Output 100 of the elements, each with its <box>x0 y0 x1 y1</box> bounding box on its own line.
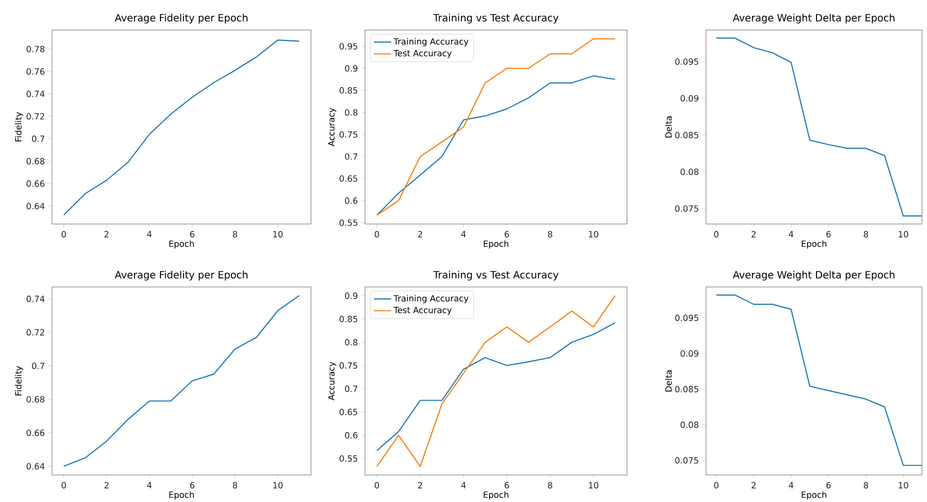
x-tick-label: 6 <box>826 231 831 238</box>
y-tick-label: 0.085 <box>675 386 698 392</box>
y-tick-label: 0.66 <box>26 430 44 436</box>
line-series <box>63 294 300 467</box>
y-tick-label: 0.7 <box>345 153 358 160</box>
y-tick-label: 0.95 <box>340 43 358 50</box>
chart-title: Average Weight Delta per Epoch <box>732 270 894 280</box>
legend-label: Test Accuracy <box>394 50 452 58</box>
y-tick-label: 0.08 <box>680 168 698 176</box>
x-tick-label: 10 <box>273 231 283 238</box>
x-tick-label: 8 <box>864 231 868 238</box>
x-tick-label: 8 <box>864 482 868 488</box>
y-tick-label: 0.075 <box>675 205 698 212</box>
y-tick-label: 0.72 <box>26 113 44 120</box>
chart-title: Average Fidelity per Epoch <box>114 270 248 280</box>
y-axis-title: Accuracy <box>328 362 336 400</box>
y-tick-label: 0.75 <box>340 362 358 369</box>
x-tick-label: 2 <box>752 231 756 238</box>
chart-title: Training vs Test Accuracy <box>433 14 558 24</box>
legend-label: Training Accuracy <box>394 38 468 46</box>
x-tick-label: 4 <box>461 231 466 238</box>
y-axis-title: Delta <box>665 116 672 138</box>
y-axis-title: Fidelity <box>14 366 24 396</box>
legend-label: Test Accuracy <box>394 306 452 315</box>
x-tick-label: 2 <box>104 231 108 238</box>
y-tick-label: 0.7 <box>32 362 44 370</box>
y-tick-label: 0.78 <box>26 46 44 52</box>
line-series <box>376 322 616 452</box>
y-tick-label: 0.6 <box>345 432 358 438</box>
x-tick-label: 10 <box>588 482 598 488</box>
y-tick-label: 0.9 <box>345 65 358 72</box>
x-tick-label: 0 <box>62 482 66 488</box>
line-series <box>63 40 300 216</box>
chart-title: Average Fidelity per Epoch <box>114 14 248 24</box>
x-tick-label: 0 <box>62 231 66 238</box>
x-axis-title: Epoch <box>484 240 508 249</box>
y-tick-label: 0.85 <box>340 316 358 322</box>
line-series <box>376 295 616 467</box>
x-tick-label: 2 <box>418 482 422 488</box>
y-tick-label: 0.8 <box>345 339 358 346</box>
x-tick-label: 4 <box>147 482 152 488</box>
x-tick-label: 10 <box>588 231 598 238</box>
y-tick-label: 0.55 <box>340 219 358 226</box>
x-tick-label: 2 <box>104 482 108 488</box>
y-tick-label: 0.75 <box>340 131 358 138</box>
x-tick-label: 4 <box>147 231 152 238</box>
y-tick-label: 0.8 <box>345 109 358 116</box>
x-tick-label: 0 <box>374 231 380 238</box>
y-tick-label: 0.7 <box>32 136 44 142</box>
y-tick-label: 0.09 <box>680 350 698 357</box>
line-series <box>716 294 922 466</box>
x-axis-title: Epoch <box>169 491 194 500</box>
x-tick-label: 0 <box>374 482 380 488</box>
y-axis-title: Delta <box>665 370 672 392</box>
x-tick-label: 2 <box>418 231 422 238</box>
y-tick-label: 0.68 <box>26 158 44 164</box>
x-tick-label: 6 <box>190 231 194 238</box>
y-tick-label: 0.72 <box>26 329 44 336</box>
x-tick-label: 10 <box>898 482 908 488</box>
chart-title: Training vs Test Accuracy <box>433 270 558 280</box>
x-tick-label: 10 <box>273 482 283 488</box>
y-tick-label: 0.08 <box>680 422 698 428</box>
y-tick-label: 0.74 <box>26 90 44 98</box>
y-tick-label: 0.6 <box>345 197 358 204</box>
x-tick-label: 4 <box>788 482 794 488</box>
x-tick-label: 0 <box>714 231 718 238</box>
x-tick-label: 4 <box>788 231 794 238</box>
y-tick-label: 0.74 <box>26 296 44 302</box>
y-tick-label: 0.85 <box>340 87 358 94</box>
x-tick-label: 8 <box>548 231 552 238</box>
y-tick-label: 0.095 <box>675 314 698 322</box>
y-tick-label: 0.085 <box>675 132 698 138</box>
y-tick-label: 0.64 <box>26 463 44 470</box>
x-tick-label: 6 <box>190 482 194 488</box>
chart-title: Average Weight Delta per Epoch <box>732 14 894 24</box>
y-tick-label: 0.64 <box>26 202 44 210</box>
line-series <box>376 38 616 216</box>
x-tick-label: 8 <box>232 482 238 488</box>
y-tick-label: 0.65 <box>340 408 358 416</box>
x-axis-title: Epoch <box>484 491 508 500</box>
x-axis-title: Epoch <box>169 240 194 249</box>
y-tick-label: 0.095 <box>675 58 698 65</box>
line-series <box>716 38 922 216</box>
y-axis-title: Fidelity <box>14 112 24 142</box>
y-tick-label: 0.09 <box>680 95 698 102</box>
line-series <box>376 75 616 216</box>
y-tick-label: 0.075 <box>675 457 698 464</box>
x-tick-label: 6 <box>504 231 509 238</box>
legend-label: Training Accuracy <box>394 294 468 304</box>
x-axis-title: Epoch <box>802 491 826 500</box>
y-tick-label: 0.76 <box>26 68 44 75</box>
x-tick-label: 10 <box>898 231 908 238</box>
x-tick-label: 6 <box>826 482 831 488</box>
x-axis-title: Epoch <box>802 240 826 249</box>
y-tick-label: 0.66 <box>26 180 44 187</box>
x-tick-label: 6 <box>504 482 509 488</box>
x-tick-label: 2 <box>752 482 756 488</box>
x-tick-label: 8 <box>548 482 552 488</box>
y-tick-label: 0.65 <box>340 175 358 182</box>
y-tick-label: 0.68 <box>26 396 44 403</box>
